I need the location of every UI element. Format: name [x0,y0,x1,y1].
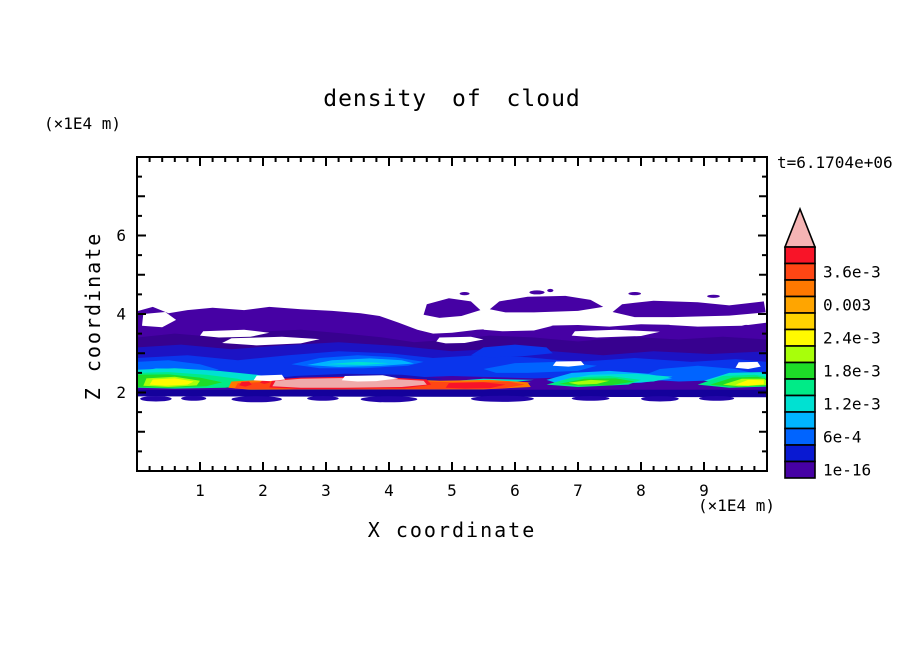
cloud-base-bump [470,395,534,402]
white-gap [436,336,484,344]
colorbar-segment [784,345,816,364]
y-axis-unit: (×1E4 m) [44,114,122,133]
cloud-base-bump [140,396,172,402]
cloud-red-speck [239,381,252,387]
time-annotation: t=6.1704e+06 [777,153,893,172]
colorbar-label: 1.8e-3 [823,361,881,380]
chart-title: density of cloud [323,86,581,112]
colorbar-segment [784,361,816,380]
x-tick-label: 9 [699,481,709,500]
cloud-pink-patch [272,378,427,388]
white-gap [253,374,286,382]
colorbar-segment [784,246,816,265]
cloud-field [137,288,767,403]
colorbar: 3.6e-3 0.003 2.4e-3 1.8e-3 1.2e-3 6e-4 1e-16 [783,206,881,479]
colorbar-label: 0.003 [823,295,871,314]
cloud-top-streak [612,300,766,318]
y-tick-label: 4 [116,305,126,324]
y-tick-labels: 2 4 6 [116,226,126,402]
x-tick-label: 8 [636,481,646,500]
cloud-base-bump [571,396,610,401]
cloud-yellow [735,379,764,386]
white-gap [669,318,761,327]
y-tick-label: 2 [116,383,126,402]
cloud-red-core [445,382,506,389]
cloud-base-bump [641,396,679,402]
colorbar-segment [784,279,816,298]
x-tick-label: 7 [573,481,583,500]
cloud-base-bump [360,396,418,403]
cloud-top-dot [547,288,554,293]
colorbar-segment [784,328,816,347]
colorbar-segment [784,411,816,430]
cloud-top-dot [707,294,720,298]
colorbar-segment [784,444,816,463]
x-tick-label: 3 [321,481,331,500]
x-tick-labels: 1 2 3 4 5 6 7 8 9 [195,481,709,500]
white-gap [483,323,553,332]
colorbar-segment [784,460,816,479]
cloud-base-line [137,389,767,398]
colorbar-label: 1.2e-3 [823,394,881,413]
cloud-turquoise [326,361,389,365]
x-axis-label: X coordinate [367,518,537,542]
colorbar-label: 2.4e-3 [823,328,881,347]
colorbar-segment [784,394,816,413]
white-gap [200,329,270,338]
cloud-top-dot [628,292,641,296]
colorbar-segment [784,427,816,446]
colorbar-segment [784,312,816,331]
white-gap [142,312,177,328]
colorbar-segment [784,295,816,314]
cloud-chartreuse [568,379,610,385]
x-tick-label: 6 [510,481,520,500]
x-tick-label: 2 [258,481,268,500]
x-tick-label: 4 [384,481,394,500]
white-gap [735,361,761,369]
cloud-base-bump [231,396,282,403]
x-tick-label: 1 [195,481,205,500]
colorbar-overflow-arrow [783,206,817,248]
cloud-yellow [149,378,194,386]
x-axis-unit: (×1E4 m) [697,496,775,515]
cloud-top-dot [529,290,545,295]
colorbar-label: 1e-16 [823,460,871,479]
cloud-top-dot [459,292,470,296]
cloud-top-streak [423,298,481,318]
white-gap [571,329,660,338]
cloud-base-bump [307,396,339,401]
white-gap [341,375,399,382]
colorbar-segment [784,262,816,281]
colorbar-segment [784,378,816,397]
axis-ticks [137,157,767,471]
white-gap [552,361,585,367]
colorbar-label: 6e-4 [823,427,862,446]
colorbar-label: 3.6e-3 [823,262,881,281]
cloud-blue-blob [470,344,553,358]
cloud-base-bump [699,396,735,401]
x-tick-label: 5 [447,481,457,500]
cloud-base-bump [181,396,207,401]
white-gap [222,336,320,346]
cloud-top-streak [489,295,604,313]
y-tick-label: 6 [116,226,126,245]
